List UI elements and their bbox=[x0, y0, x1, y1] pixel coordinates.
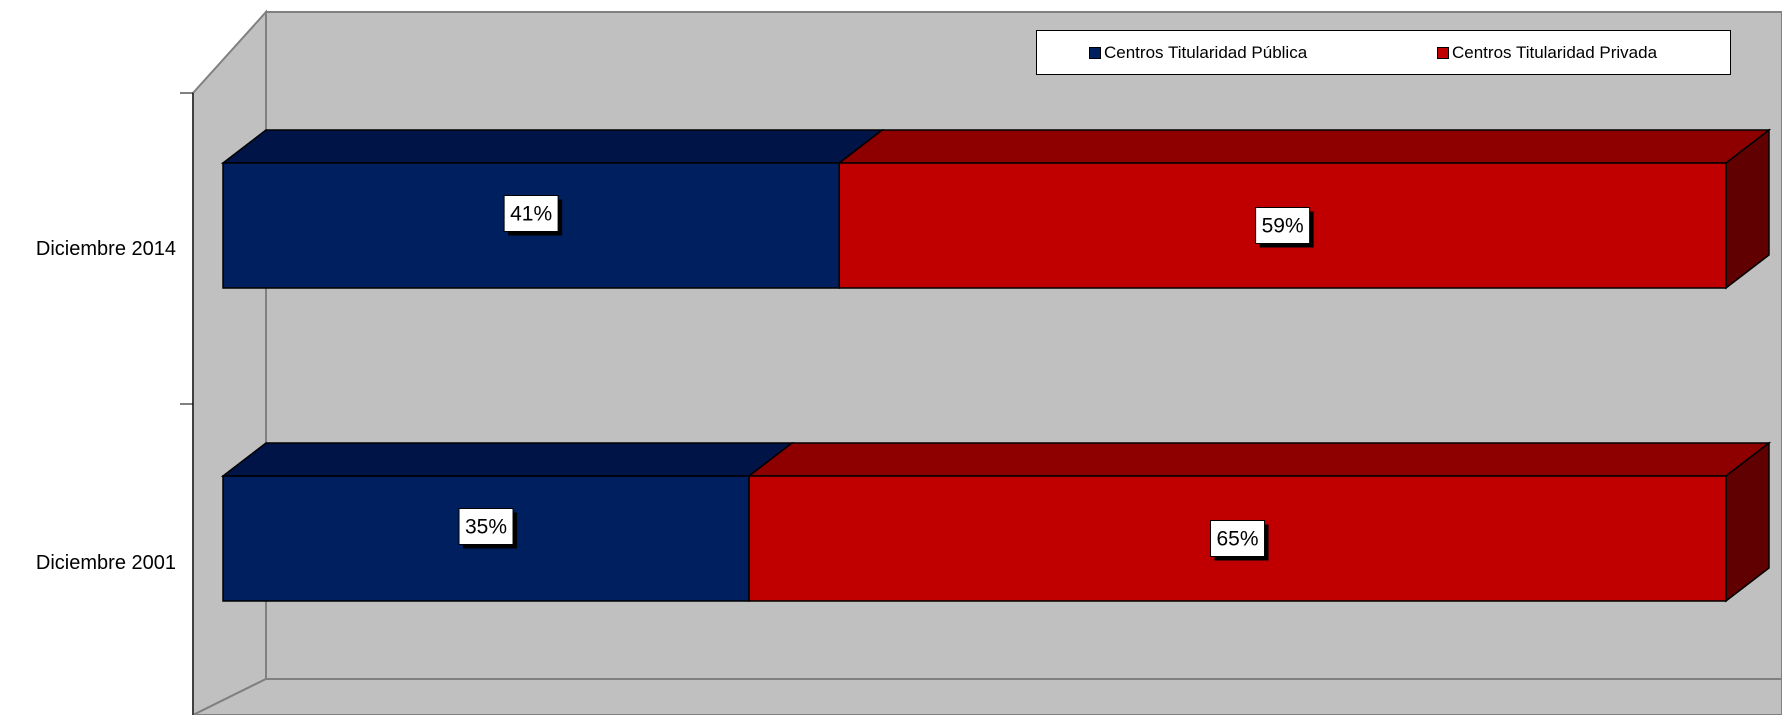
legend: Centros Titularidad Pública Centros Titu… bbox=[1036, 30, 1731, 75]
data-label-box bbox=[1210, 520, 1266, 557]
data-label-box bbox=[1255, 207, 1311, 244]
legend-swatch-private bbox=[1437, 47, 1449, 59]
data-label: 65% bbox=[1217, 528, 1259, 551]
bar-top-face bbox=[220, 442, 795, 477]
data-label: 41% bbox=[510, 203, 552, 226]
legend-label-public: Centros Titularidad Pública bbox=[1104, 43, 1308, 62]
legend-swatch-public bbox=[1089, 47, 1101, 59]
legend-label-private: Centros Titularidad Privada bbox=[1452, 43, 1658, 62]
data-label: 35% bbox=[465, 516, 507, 539]
legend-item-private: Centros Titularidad Privada bbox=[1437, 44, 1657, 62]
bar-top-face bbox=[746, 442, 1772, 477]
floor bbox=[192, 678, 1782, 715]
data-label-box bbox=[458, 508, 514, 545]
data-label-box bbox=[503, 195, 559, 232]
data-label: 59% bbox=[1262, 215, 1304, 238]
bar-top-face bbox=[220, 129, 885, 164]
legend-item-public: Centros Titularidad Pública bbox=[1089, 44, 1307, 62]
bar-top-face bbox=[837, 129, 1772, 164]
category-label-2014: Diciembre 2014 bbox=[35, 238, 176, 260]
side-wall bbox=[192, 9, 267, 715]
category-label-2001: Diciembre 2001 bbox=[35, 552, 176, 574]
